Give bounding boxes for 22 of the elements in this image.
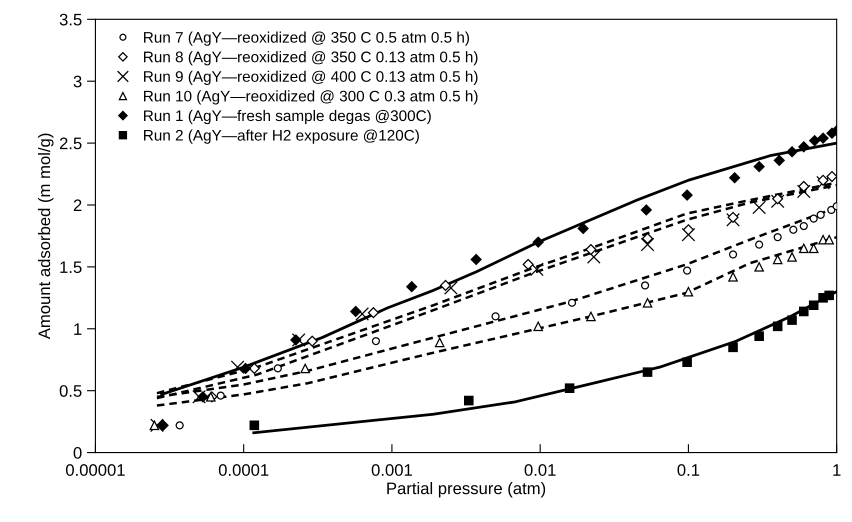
- legend-label: Run 1 (AgY—fresh sample degas @300C): [144, 110, 431, 124]
- y-tick-label: 1: [74, 323, 82, 335]
- y-tick-label: 1.5: [60, 261, 82, 274]
- x-axis-title: Partial pressure (atm): [387, 482, 546, 498]
- legend-label: Run 2 (AgY—after H2 exposure @120C): [144, 129, 419, 144]
- x-tick-label: 0.1: [677, 464, 700, 476]
- y-tick-label: 2.5: [60, 138, 82, 150]
- x-tick-label: 0.001: [372, 464, 412, 476]
- legend-label: Run 9 (AgY—reoxidized @ 400 C 0.13 atm 0.5 h): [144, 70, 478, 85]
- y-tick-label: 2: [74, 199, 82, 212]
- x-tick-label: 0.01: [524, 464, 556, 476]
- legend-label: Run 8 (AgY—reoxidized @ 350 C 0.13 atm 0.5 h): [144, 51, 478, 66]
- x-tick-label: 1: [833, 464, 840, 476]
- legend-label: Run 7 (AgY—reoxidized @ 350 C 0.5 atm 0.5 h): [144, 32, 470, 46]
- y-tick-label: 3.5: [60, 14, 82, 26]
- y-tick-label: 3: [74, 76, 82, 88]
- x-tick-label: 0.00001: [66, 464, 125, 476]
- x-tick-label: 0.0001: [218, 464, 268, 476]
- y-tick-label: 0: [74, 446, 82, 459]
- y-axis-title: Amount adsorbed (m mol/g): [38, 134, 54, 340]
- legend-label: Run 10 (AgY—reoxidized @ 300 C 0.3 atm 0.5 h): [144, 90, 478, 105]
- y-tick-label: 0.5: [60, 385, 82, 397]
